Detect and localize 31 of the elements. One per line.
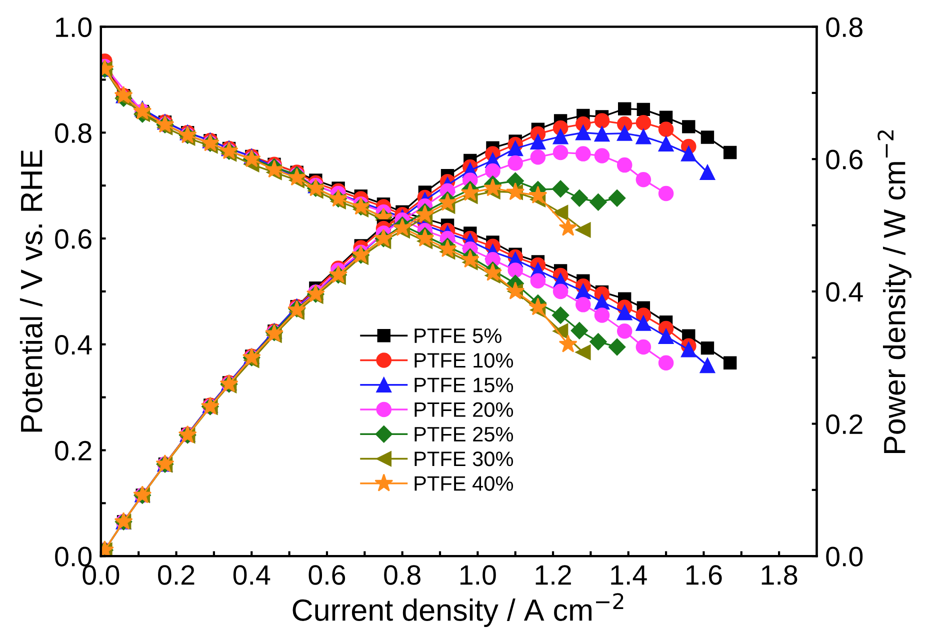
legend-label: PTFE 20% — [414, 402, 514, 417]
y2-tick-label: 0.2 — [826, 414, 862, 434]
legend-label: PTFE 10% — [414, 352, 514, 368]
legend-label: PTFE 25% — [414, 426, 514, 442]
legend-label: PTFE 15% — [414, 378, 514, 392]
x-tick-label: 0.6 — [308, 565, 346, 585]
y2-tick-label: 0.4 — [826, 282, 863, 302]
legend-label: PTFE 40% — [414, 476, 514, 491]
x-tick-label: 1.8 — [762, 565, 798, 585]
y2-tick-label: 0.6 — [826, 150, 862, 170]
y-tick-label: 0.0 — [55, 546, 92, 566]
y-tick-label: 0.6 — [55, 229, 92, 249]
y-tick-label: 0.2 — [55, 440, 92, 461]
x-tick-label: 0.4 — [233, 565, 270, 585]
x-axis-title: Current density / A cm$^{−2}$ — [292, 593, 624, 628]
y-axis-title: Potential / V vs. RHE — [20, 150, 42, 432]
y-tick-label: 1.0 — [56, 17, 92, 38]
x-tick-label: 0.2 — [158, 565, 194, 585]
y-tick-label: 0.4 — [55, 335, 92, 355]
legend-label: PTFE 30% — [414, 452, 514, 466]
x-tick-label: 0.8 — [384, 565, 420, 585]
y-tick-label: 0.8 — [55, 123, 92, 143]
legend-label: PTFE 5% — [414, 328, 502, 344]
x-tick-label: 1.2 — [536, 565, 571, 585]
x-tick-label: 1.0 — [460, 565, 496, 585]
x-tick-label: 0.0 — [82, 565, 120, 585]
x-tick-label: 1.6 — [686, 565, 722, 585]
x-tick-label: 1.4 — [611, 565, 647, 585]
y2-axis-title: Power density / W cm$^{−2}$ — [878, 130, 912, 454]
y2-tick-label: 0.0 — [826, 546, 863, 566]
y2-tick-label: 0.8 — [826, 17, 862, 38]
